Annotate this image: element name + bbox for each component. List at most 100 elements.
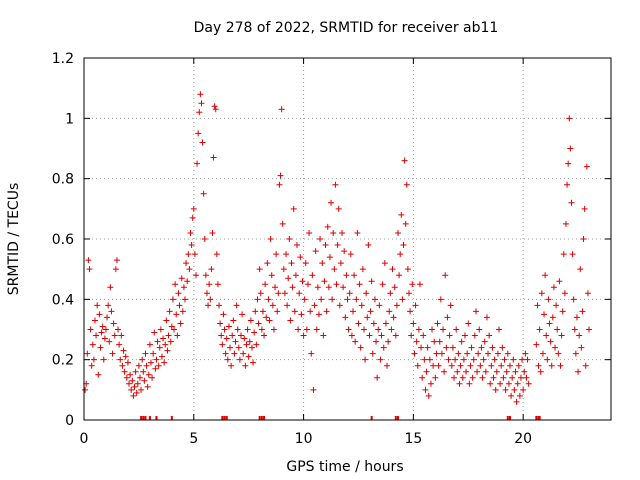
data-point (426, 356, 433, 363)
data-point (384, 362, 391, 369)
data-point (313, 326, 320, 333)
data-point (199, 139, 206, 146)
data-point (98, 329, 105, 336)
data-point (273, 251, 280, 258)
data-point (471, 332, 478, 339)
data-point (586, 326, 593, 333)
data-point (499, 344, 506, 351)
data-point (511, 386, 518, 393)
data-point (583, 163, 590, 170)
data-point (452, 356, 459, 363)
data-point (552, 344, 559, 351)
data-point (474, 368, 481, 375)
data-point (161, 359, 168, 366)
data-point (207, 296, 214, 303)
data-point (516, 392, 523, 399)
data-point (381, 260, 388, 267)
data-point (247, 317, 254, 324)
data-point (285, 275, 292, 282)
data-point (386, 308, 393, 315)
data-point (280, 266, 287, 273)
data-point (136, 374, 143, 381)
data-point (463, 368, 470, 375)
data-point (581, 205, 588, 212)
data-point (402, 220, 409, 227)
data-point (244, 326, 251, 333)
data-point (418, 344, 425, 351)
data-point (158, 353, 165, 360)
data-point (187, 229, 194, 236)
data-point (208, 266, 215, 273)
data-point (509, 374, 516, 381)
data-point (228, 362, 235, 369)
data-point (378, 332, 385, 339)
data-point (582, 362, 589, 369)
data-point (346, 290, 353, 297)
data-point (388, 326, 395, 333)
data-point (456, 380, 463, 387)
data-point (192, 272, 199, 279)
data-point (255, 320, 262, 327)
data-point (126, 380, 133, 387)
data-point (453, 326, 460, 333)
data-point (349, 308, 356, 315)
data-point (240, 350, 247, 357)
data-point (578, 344, 585, 351)
data-point (466, 380, 473, 387)
data-point (262, 281, 269, 288)
data-point (112, 266, 119, 273)
data-point (506, 362, 513, 369)
data-point (168, 323, 175, 330)
data-point (288, 260, 295, 267)
data-point (412, 302, 419, 309)
data-point (334, 242, 341, 249)
data-point (163, 317, 170, 324)
data-point (300, 332, 307, 339)
data-point (239, 311, 246, 318)
data-point (548, 362, 555, 369)
x-axis-label: GPS time / hours (286, 459, 403, 475)
data-point (231, 350, 238, 357)
data-point (554, 326, 561, 333)
data-point (561, 290, 568, 297)
data-point (416, 281, 423, 288)
data-point (429, 326, 436, 333)
data-point (321, 278, 328, 285)
data-point (523, 374, 530, 381)
data-point (115, 326, 122, 333)
data-point (308, 350, 315, 357)
data-point (178, 275, 185, 282)
data-point (205, 302, 212, 309)
data-point (363, 290, 370, 297)
data-point (337, 260, 344, 267)
data-point (491, 356, 498, 363)
data-point (266, 317, 273, 324)
data-point (513, 398, 520, 405)
data-point (515, 362, 522, 369)
data-point (319, 260, 326, 267)
data-point (488, 362, 495, 369)
data-point (94, 302, 101, 309)
data-point (510, 356, 517, 363)
data-point (504, 350, 511, 357)
data-point (572, 350, 579, 357)
data-point (535, 362, 542, 369)
data-point (304, 281, 311, 288)
data-point (435, 362, 442, 369)
data-point (414, 362, 421, 369)
data-point (201, 236, 208, 242)
data-point (211, 103, 218, 110)
data-point (559, 308, 566, 315)
data-point (194, 160, 201, 167)
data-point (517, 374, 524, 381)
data-point (128, 386, 135, 393)
y-tick-label: 0.6 (52, 232, 74, 248)
data-point (503, 368, 510, 375)
data-point (347, 251, 354, 258)
data-point (519, 356, 526, 363)
data-point (573, 314, 580, 321)
data-point (454, 368, 461, 375)
data-point (314, 284, 321, 291)
data-point (229, 332, 236, 339)
data-point (310, 386, 317, 393)
